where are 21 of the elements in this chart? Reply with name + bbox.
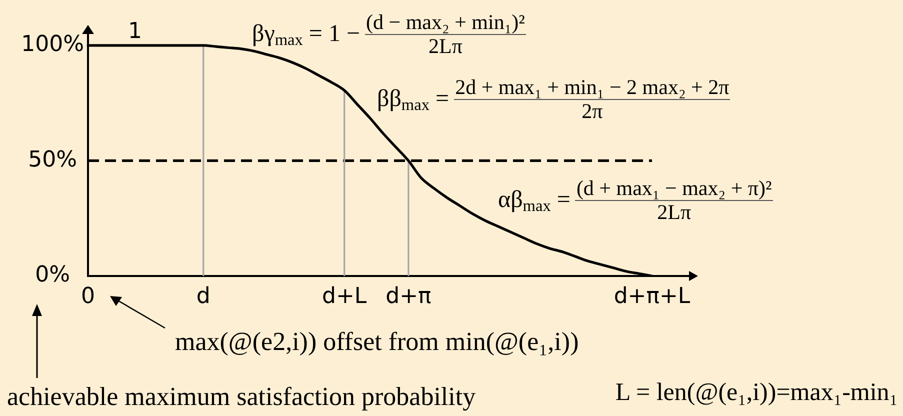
x-tick-label: d+π <box>386 284 432 309</box>
x-tick-label: d+π+L <box>614 284 691 309</box>
x-tick-label: 0 <box>81 284 95 309</box>
annotation: 2π <box>582 99 603 124</box>
x-tick-label: d+L <box>322 284 368 309</box>
annotation: αβ$_{max}$ = <box>498 187 570 216</box>
text: L = len(@(e₁,i))=max₁-min₁ <box>615 379 898 406</box>
annotation: 2Lπ <box>428 34 462 58</box>
annotation: (d + max₁ − max₂ + π)² <box>575 176 773 202</box>
annotation: ββ$_{max}$ = <box>377 86 450 114</box>
annotation: βγ$_{max}$ = 1 − <box>252 21 360 50</box>
y-tick-label: 100% <box>21 32 84 58</box>
annotation: 2d + max₁ + min₁ − 2 max₂ + 2π <box>454 75 730 100</box>
y-tick-label: 0% <box>35 262 70 288</box>
y-tick-label: 50% <box>28 147 78 172</box>
y-axis-title: achievable maximum satisfaction probability <box>7 382 476 412</box>
annotation: 1 <box>128 19 142 44</box>
x-tick-label: d <box>196 284 210 309</box>
x-axis-title: max(@(e2,i)) offset from min(@(e₁,i)) <box>175 327 579 357</box>
text: 2Lπ <box>657 200 692 224</box>
annotation: (d − max₂ + min₁)² <box>365 10 526 36</box>
